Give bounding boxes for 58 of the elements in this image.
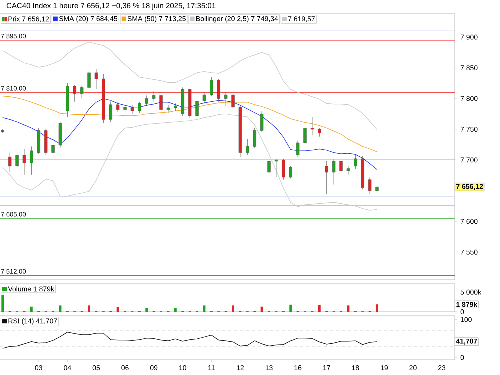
- candlestick: [210, 77, 214, 97]
- candlestick: [160, 94, 163, 112]
- candlestick: [202, 92, 206, 104]
- candlestick: [16, 151, 19, 170]
- candlestick: [166, 104, 170, 114]
- candlestick: [232, 94, 235, 110]
- candlestick: [124, 103, 127, 116]
- candlestick: [224, 92, 228, 106]
- candlestick: [44, 129, 48, 156]
- candlestick: [109, 102, 112, 122]
- candlestick: [80, 85, 84, 99]
- candlestick: [196, 98, 199, 118]
- bar: [290, 304, 292, 312]
- candlestick: [268, 152, 271, 180]
- candlestick: [138, 102, 142, 114]
- bar: [347, 306, 350, 312]
- candlestick: [246, 139, 250, 156]
- candlestick: [304, 126, 307, 146]
- candlestick: [116, 102, 120, 112]
- candlestick: [260, 110, 264, 133]
- candlestick: [130, 104, 134, 114]
- candlestick: [37, 128, 40, 154]
- bar: [203, 306, 206, 312]
- bar: [146, 308, 148, 312]
- bar: [116, 307, 120, 312]
- candlestick: [376, 167, 379, 194]
- candlestick: [8, 152, 12, 173]
- candlestick: [340, 160, 343, 174]
- bar: [88, 306, 90, 312]
- candlestick: [94, 69, 98, 90]
- candlestick: [58, 122, 62, 148]
- candlestick: [310, 117, 314, 136]
- bar: [260, 306, 264, 312]
- candlestick: [325, 161, 328, 194]
- candlestick: [52, 142, 55, 158]
- candlestick: [354, 154, 358, 170]
- candlestick: [332, 158, 336, 185]
- candlestick: [145, 96, 148, 106]
- candlestick: [282, 158, 286, 180]
- candlestick: [217, 78, 220, 102]
- candlestick: [73, 85, 76, 102]
- bar: [376, 304, 378, 312]
- line-series: [2, 332, 378, 349]
- candlestick: [296, 140, 300, 158]
- candlestick: [253, 128, 256, 148]
- candlestick: [152, 91, 156, 102]
- candlestick: [289, 166, 292, 179]
- bar: [318, 305, 321, 312]
- candlestick: [88, 69, 91, 90]
- candlestick: [368, 177, 372, 195]
- candlestick: [30, 146, 34, 176]
- bar: [2, 295, 4, 312]
- bar: [174, 308, 177, 312]
- candlestick: [346, 166, 350, 176]
- candlestick: [274, 158, 278, 178]
- candlestick: [22, 148, 26, 176]
- bar: [30, 306, 33, 312]
- bar: [232, 306, 234, 312]
